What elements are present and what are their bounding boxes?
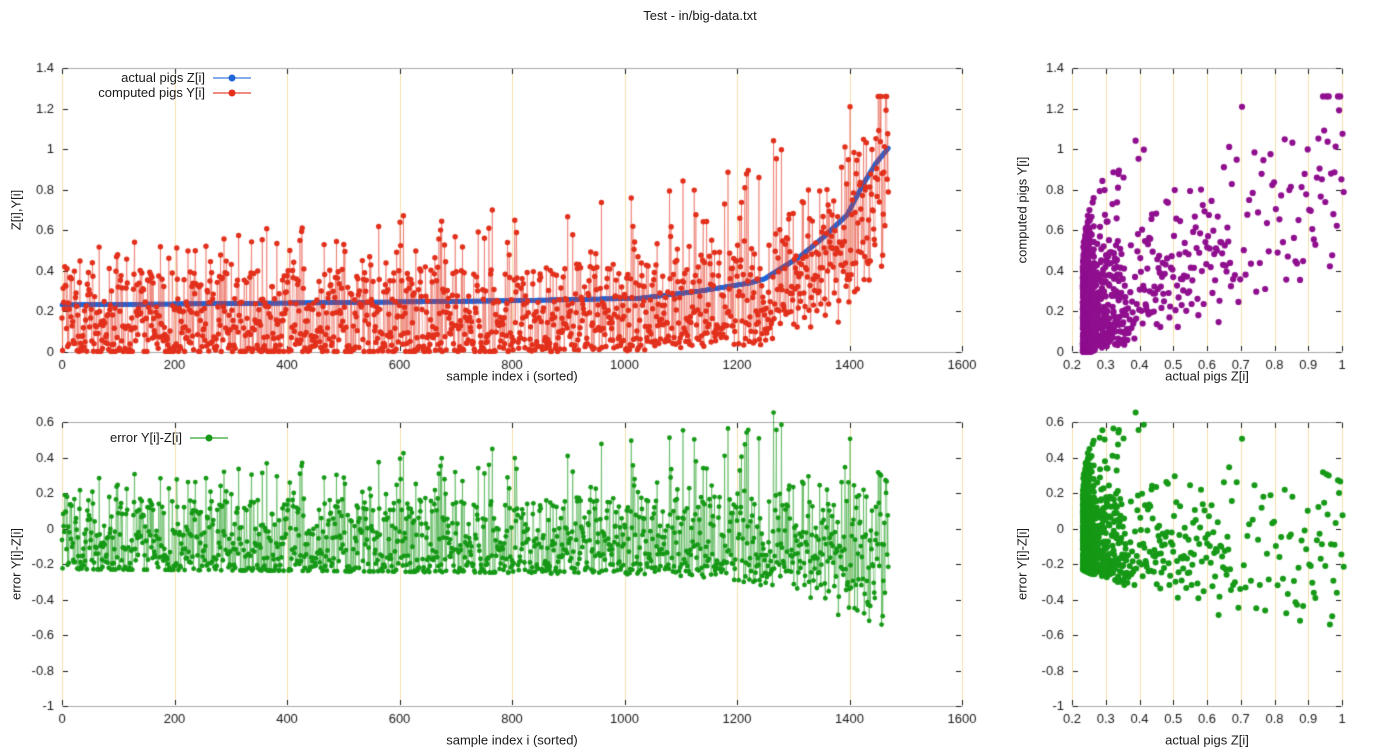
- bottom-left-xlabel: sample index i (sorted): [446, 732, 578, 748]
- legend-label-computed-pigs: computed pigs Y[i]: [98, 85, 205, 100]
- top-left-legend: actual pigs Z[i] computed pigs Y[i]: [85, 70, 251, 100]
- top-right-ylabel: computed pigs Y[i]: [1014, 156, 1030, 264]
- top-left-xlabel: sample index i (sorted): [446, 368, 578, 384]
- line-point-sample-icon: [190, 433, 228, 442]
- bottom-right-xlabel: actual pigs Z[i]: [1165, 732, 1249, 748]
- top-right-xlabel: actual pigs Z[i]: [1165, 368, 1249, 384]
- legend-label-actual-pigs: actual pigs Z[i]: [121, 70, 205, 85]
- bottom-left-ylabel: error Y[i]-Z[i]: [8, 528, 24, 600]
- legend-dot: [205, 434, 213, 441]
- legend-dot: [228, 89, 236, 96]
- bottom-left-legend: error Y[i]-Z[i]: [62, 430, 228, 445]
- legend-dot: [228, 74, 236, 81]
- legend-label-error: error Y[i]-Z[i]: [110, 430, 182, 445]
- top-left-ylabel: Z[i],Y[i]: [8, 189, 24, 231]
- line-point-sample-icon: [213, 73, 251, 82]
- bottom-right-ylabel: error Y[i]-Z[i]: [1014, 528, 1030, 600]
- legend-row: actual pigs Z[i]: [85, 70, 251, 85]
- legend-row: computed pigs Y[i]: [85, 85, 251, 100]
- figure-title: Test - in/big-data.txt: [643, 8, 757, 23]
- line-point-sample-icon: [213, 88, 251, 97]
- legend-row: error Y[i]-Z[i]: [62, 430, 228, 445]
